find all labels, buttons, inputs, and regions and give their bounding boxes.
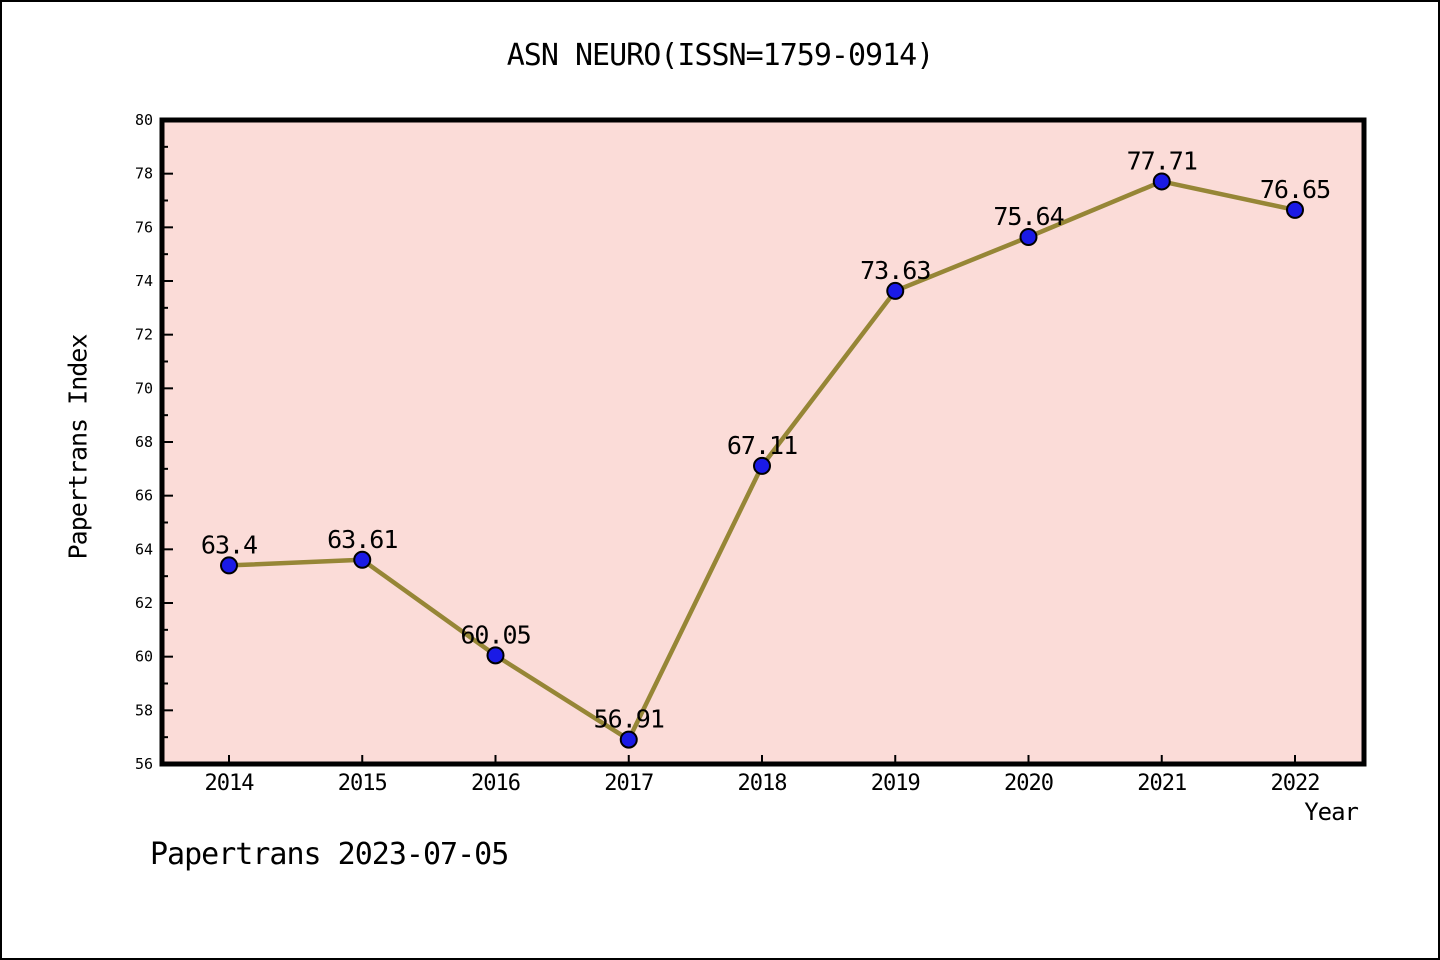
data-point [753, 456, 771, 475]
x-axis-label: Year [1304, 798, 1359, 826]
data-point [220, 556, 238, 575]
data-point [1019, 227, 1038, 246]
y-tick-label: 74 [135, 272, 153, 290]
data-point-label: 77.71 [1127, 146, 1197, 175]
x-tick-label: 2021 [1137, 771, 1186, 796]
y-tick-label: 66 [135, 487, 153, 505]
data-point [486, 646, 505, 665]
x-tick-label: 2017 [604, 771, 653, 796]
data-point-label: 67.11 [727, 431, 797, 460]
data-point [619, 730, 638, 749]
y-tick-label: 68 [135, 433, 153, 451]
y-tick-label: 76 [135, 218, 153, 236]
y-tick-label: 72 [135, 326, 153, 344]
data-point [353, 550, 372, 569]
footer-note: Papertrans 2023-07-05 [150, 837, 509, 872]
x-tick-label: 2014 [205, 771, 255, 796]
data-point-label: 63.4 [201, 530, 257, 559]
x-tick-label: 2022 [1271, 771, 1320, 796]
data-point-label: 56.91 [594, 705, 664, 734]
x-tick-label: 2018 [738, 771, 787, 796]
data-point [1152, 172, 1171, 191]
y-tick-label: 56 [135, 755, 153, 773]
data-point-label: 73.63 [860, 256, 930, 285]
data-point-label: 76.65 [1260, 175, 1330, 204]
y-tick-label: 62 [135, 594, 153, 612]
x-tick-label: 2019 [871, 771, 920, 796]
data-point-label: 63.61 [327, 525, 397, 554]
x-tick-label: 2020 [1004, 771, 1053, 796]
y-tick-label: 60 [135, 648, 153, 666]
data-point-label: 60.05 [460, 620, 530, 649]
plot-area-bg [162, 120, 1364, 764]
y-tick-label: 70 [135, 379, 153, 397]
y-tick-label: 58 [135, 701, 153, 719]
x-tick-label: 2016 [471, 771, 520, 796]
data-point [886, 281, 905, 300]
data-point-label: 75.64 [993, 202, 1063, 231]
y-axis-label: Papertrans Index [63, 334, 93, 560]
y-tick-label: 80 [135, 111, 153, 129]
y-tick-label: 64 [135, 540, 153, 558]
y-tick-label: 78 [135, 165, 153, 183]
x-tick-label: 2015 [338, 771, 387, 796]
data-point [1286, 200, 1304, 219]
chart-title: ASN NEURO(ISSN=1759-0914) [506, 38, 935, 73]
plot-frame [159, 117, 1367, 767]
